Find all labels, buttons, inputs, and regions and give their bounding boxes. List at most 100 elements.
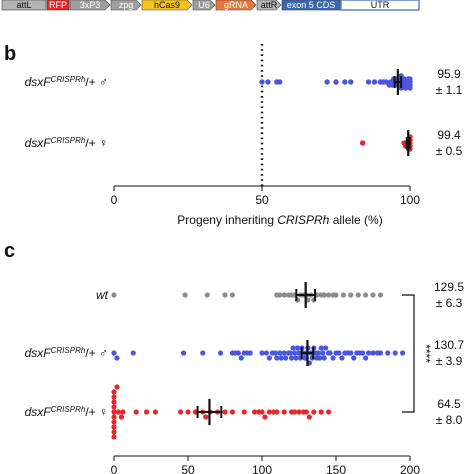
construct-segment-label: hCas9 [154,0,180,10]
row-label: dsxFCRISPRh/+ ♀ [25,405,108,420]
data-point [265,79,271,85]
data-point [291,350,298,356]
mean-value-label: 129.5 [434,280,464,294]
data-point [182,292,188,298]
data-point [111,409,117,415]
row-label: dsxFCRISPRh/+ ♂ [25,346,108,361]
panel-c-label: c [4,240,15,262]
data-point [311,409,317,415]
data-point [241,409,247,415]
construct-segment-label: zpg [119,0,134,10]
x-tick-label: 0 [111,193,118,207]
construct-segment-label: UTR [371,0,390,10]
data-point [217,350,224,356]
data-point [333,292,339,298]
data-point [318,345,324,351]
data-point [290,345,296,351]
data-point [327,350,333,356]
data-point [320,350,326,356]
data-point [348,350,354,356]
data-point [238,355,244,361]
data-point [222,409,228,415]
construct-segment [215,0,257,11]
x-tick-label: 50 [181,463,195,474]
data-point [111,429,117,435]
construct-segment-label: attL [16,0,31,10]
data-point [152,409,159,415]
data-point [407,85,413,91]
construct-segment [256,0,282,11]
data-point [392,350,398,356]
x-tick-label: 200 [400,463,420,474]
construct-diagram: attL RFP 3xP3 zpg hCas9 U6 gRNA attR exon 5 CDS U… [1,0,420,11]
construct-segment-label: 3xP3 [80,0,101,10]
data-point [111,404,117,410]
data-point [365,79,372,85]
data-point [229,292,235,298]
data-point [315,350,321,356]
data-point [278,355,284,361]
data-point [348,292,354,298]
mean-value-label: 130.7 [434,338,464,352]
data-point [377,292,383,298]
mean-value-label: 99.4 [437,128,461,142]
data-point [324,79,330,85]
data-point [370,292,376,298]
data-point [318,409,324,415]
data-point [281,350,287,356]
data-point [111,350,117,356]
data-point [336,350,342,356]
data-point [291,409,298,415]
mean-value-label: 64.5 [437,397,461,411]
data-point [296,350,302,356]
data-point [259,79,265,85]
construct-segment [281,0,341,11]
data-point [133,409,139,415]
data-point [262,414,268,420]
data-point [348,79,354,85]
data-point [111,434,117,440]
construct-segment-label: gRNA [224,0,248,10]
data-point [111,399,117,405]
data-point [365,350,372,356]
data-point [355,292,361,298]
data-point [111,424,117,430]
construct-segment [110,0,142,11]
error-value-label: ± 0.5 [436,144,463,158]
x-tick-label: 0 [111,463,118,474]
data-point [222,292,228,298]
significance-bracket [402,294,415,413]
data-point [385,350,391,356]
data-point [259,350,265,356]
x-axis-label: Progeny inheriting CRISPRh allele (%) [177,213,382,227]
data-point [111,394,117,400]
data-point [340,292,346,298]
data-point [204,292,210,298]
data-point [277,79,283,85]
error-value-label: ± 6.3 [436,296,463,310]
construct-segment-label: attR [261,0,278,10]
mean-value-label: 95.9 [437,67,461,81]
data-point [235,350,241,356]
data-point [277,350,283,356]
data-point [111,292,117,298]
data-point [287,350,293,356]
data-point [363,355,369,361]
data-point [321,292,327,298]
data-point [266,409,272,415]
data-point [203,414,209,420]
data-point [333,79,339,85]
data-point [289,355,295,361]
data-point [274,409,280,415]
data-point [306,414,312,420]
construct-segment [141,0,193,11]
data-point [359,140,366,146]
data-point [200,350,206,356]
data-point [293,355,299,361]
data-point [281,292,287,298]
data-point [247,350,253,356]
data-point [180,350,187,356]
data-point [377,350,383,356]
data-point [326,409,332,415]
